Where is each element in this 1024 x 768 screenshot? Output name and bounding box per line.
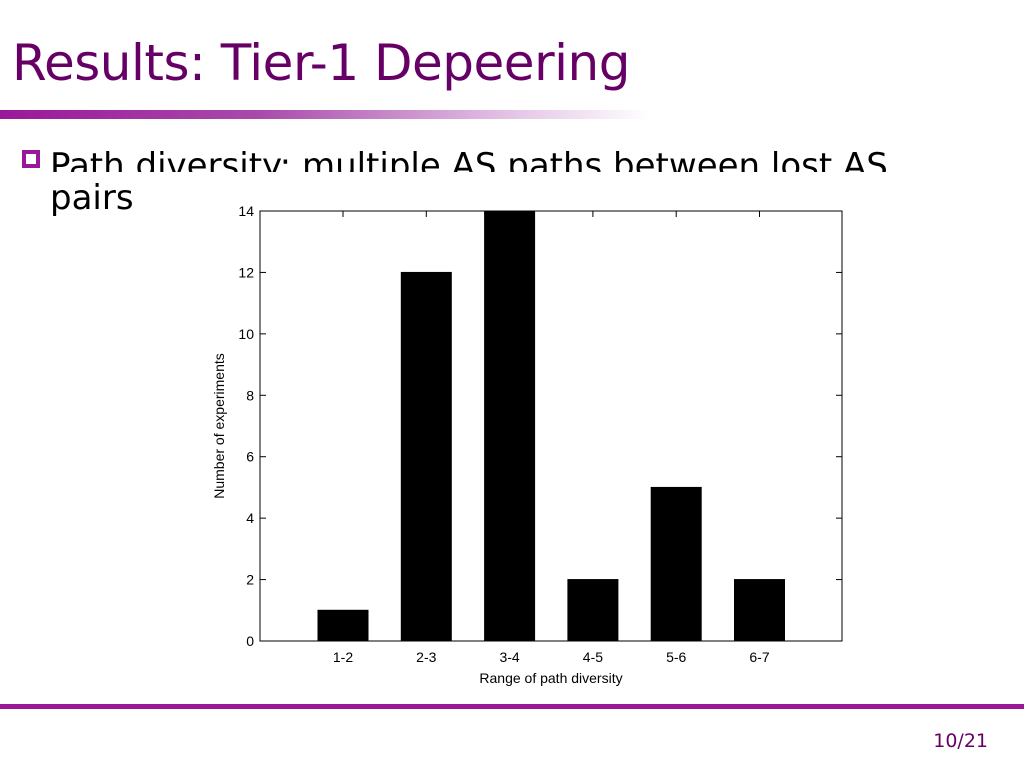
page-number: 10/21 (933, 730, 988, 752)
plot-area (260, 211, 842, 641)
bullet-line-2: pairs (50, 178, 134, 218)
slide-title: Results: Tier-1 Depeering (12, 34, 630, 92)
bar-3-4 (484, 210, 536, 642)
x-tick-label: 3-4 (499, 649, 519, 665)
y-tick-label: 10 (238, 326, 254, 342)
x-tick-label: 2-3 (416, 649, 436, 665)
y-tick-label: 0 (246, 633, 254, 649)
bar-2-3 (400, 271, 452, 642)
y-tick-label: 2 (246, 572, 254, 588)
x-axis-label: Range of path diversity (479, 670, 622, 686)
footer-rule (0, 704, 1024, 709)
x-tick-label: 5-6 (666, 649, 686, 665)
y-tick-label: 8 (246, 387, 254, 403)
y-axis-label: Number of experiments (211, 353, 227, 499)
bar-5-6 (650, 486, 702, 642)
bar-4-5 (567, 579, 619, 642)
bullet-square-icon (22, 150, 40, 168)
y-tick-label: 6 (246, 449, 254, 465)
y-tick-label: 4 (246, 510, 254, 526)
bullet-line-1: Path diversity: multiple AS paths betwee… (50, 146, 888, 172)
title-underline (0, 110, 650, 119)
y-tick-label: 14 (238, 203, 254, 219)
y-tick-label: 12 (238, 264, 254, 280)
x-tick-label: 6-7 (749, 649, 769, 665)
x-tick-label: 4-5 (583, 649, 603, 665)
plot-frame (259, 210, 843, 642)
x-tick-label: 1-2 (333, 649, 353, 665)
bullet-text: Path diversity: multiple AS paths betwee… (50, 140, 950, 224)
bar-6-7 (734, 579, 785, 642)
